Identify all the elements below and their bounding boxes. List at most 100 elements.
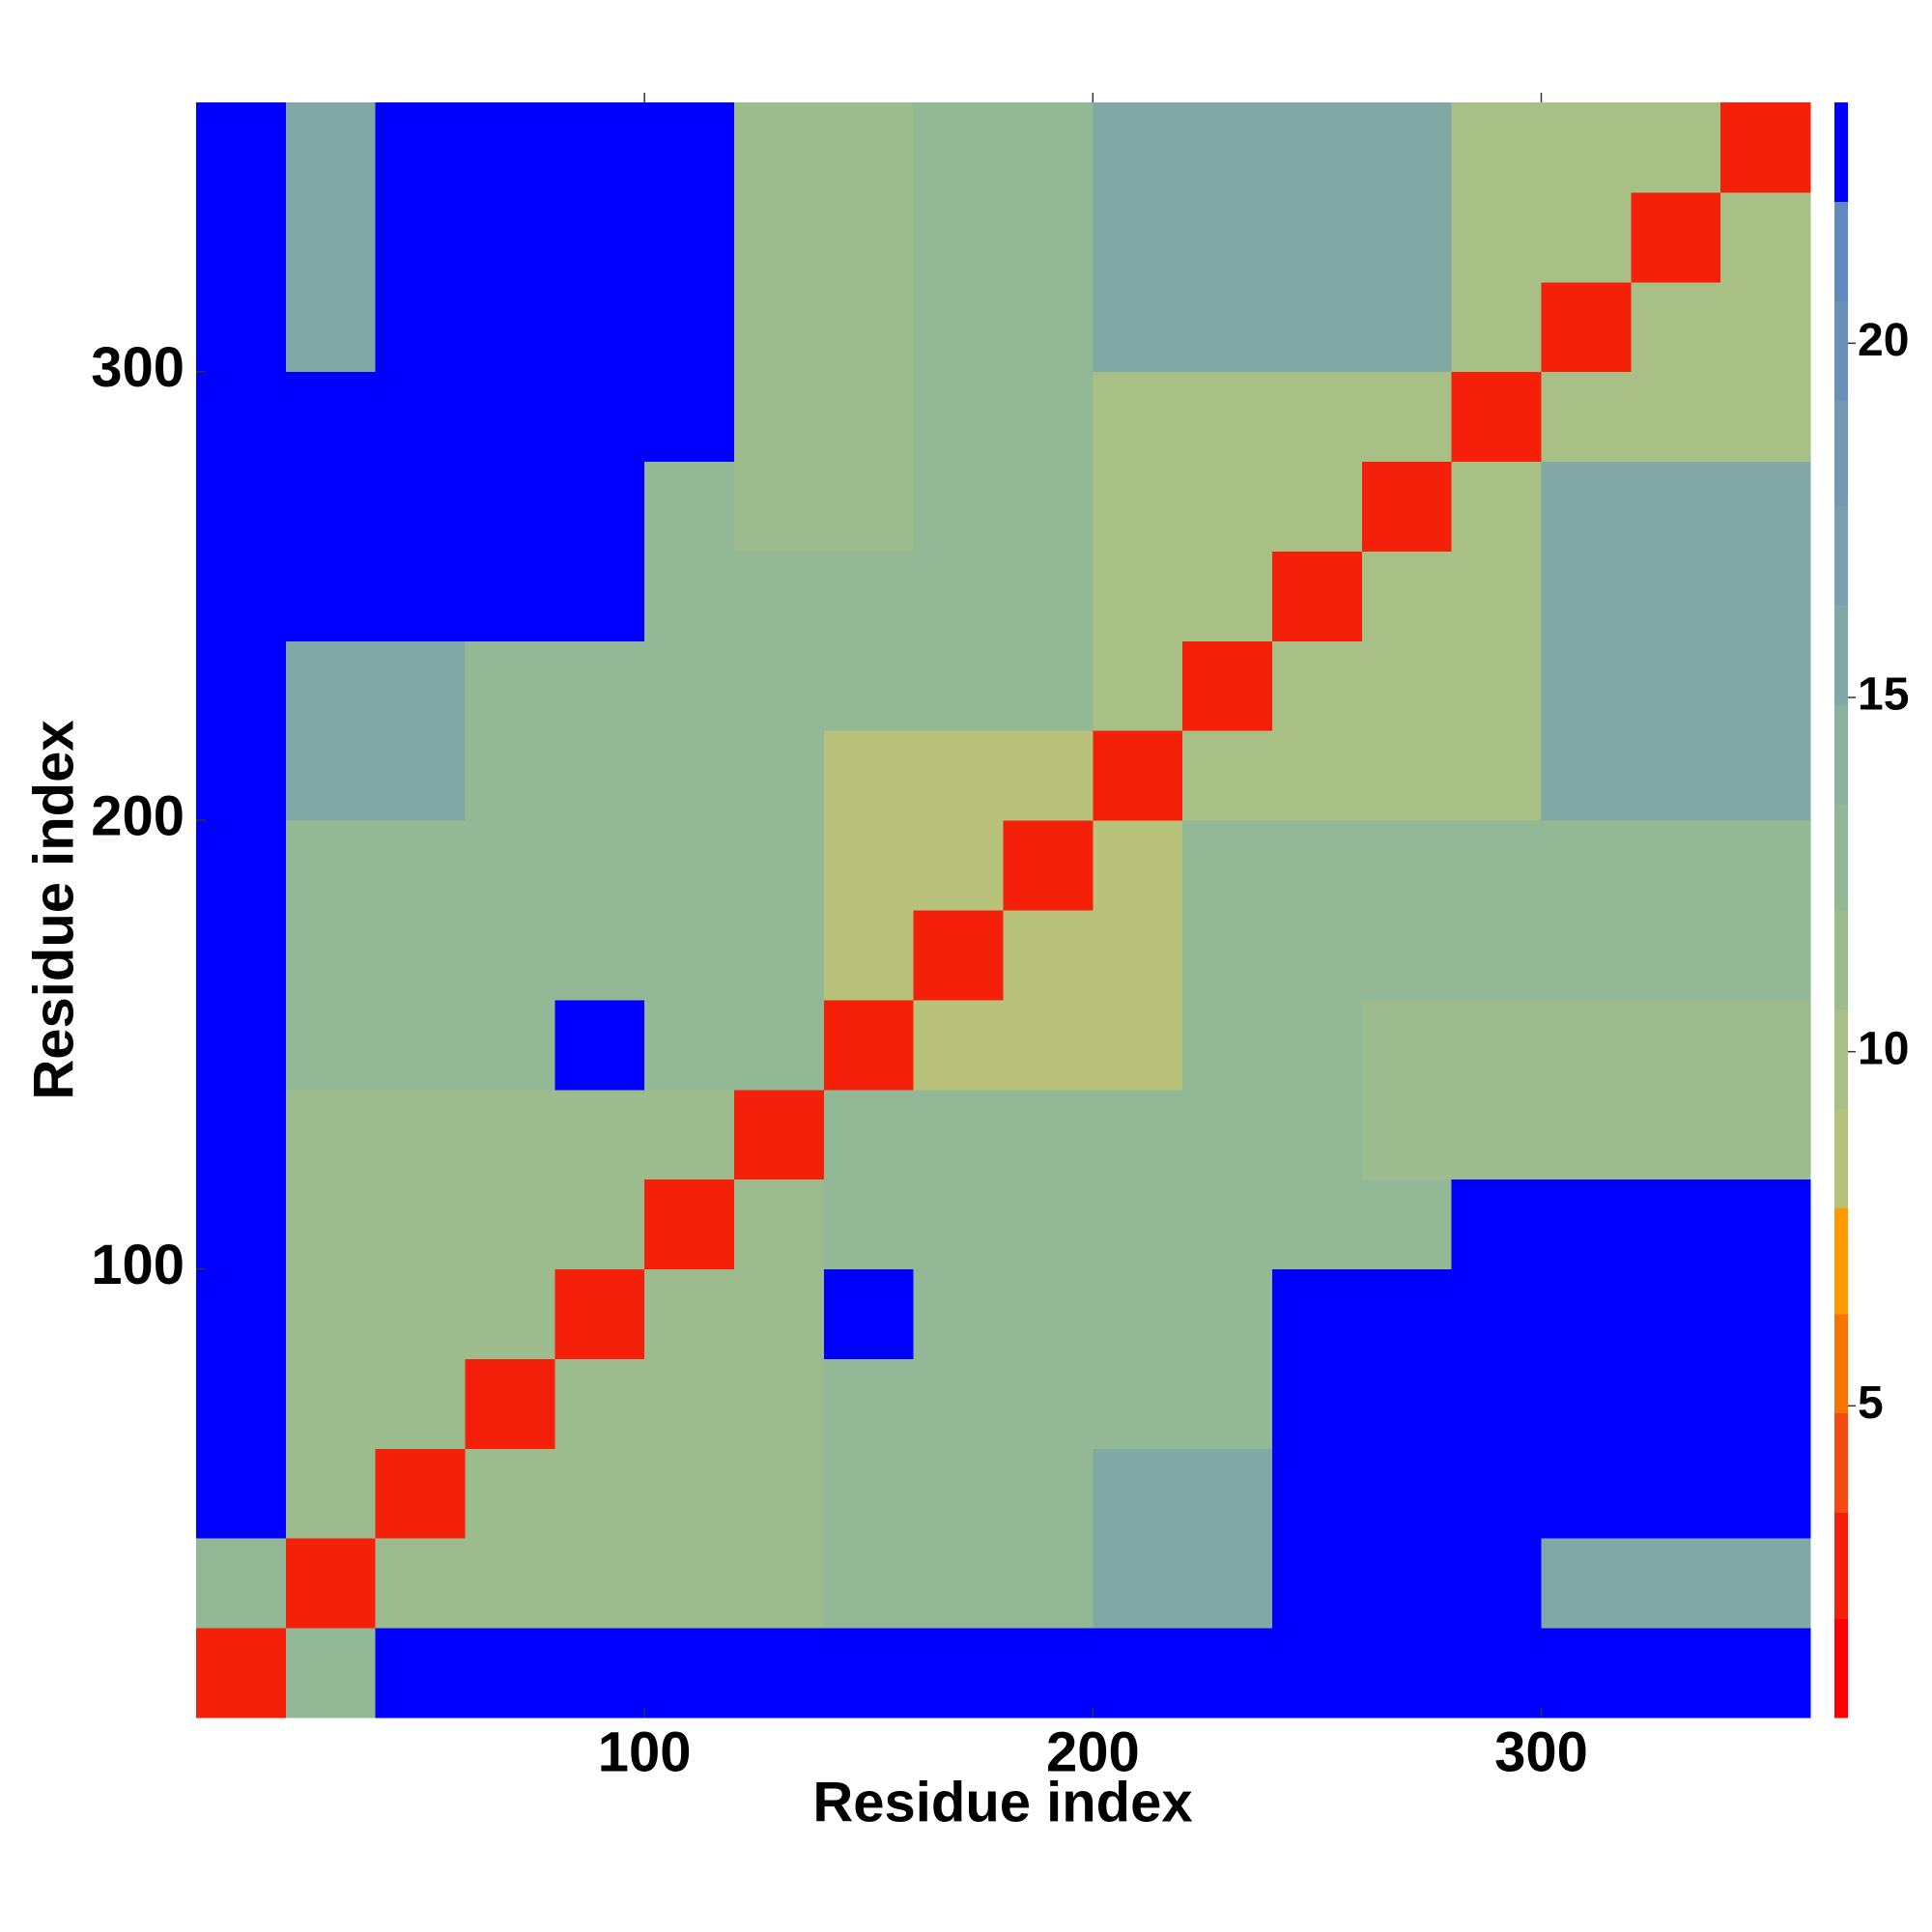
heatmap-cell bbox=[1093, 999, 1183, 1091]
heatmap-cell bbox=[196, 730, 287, 821]
heatmap-cell bbox=[913, 1089, 1004, 1180]
colorbar-band bbox=[1834, 1412, 1848, 1513]
heatmap-cell bbox=[913, 1358, 1004, 1449]
heatmap-cell bbox=[465, 102, 555, 193]
heatmap-cell bbox=[196, 461, 287, 552]
colorbar-band bbox=[1834, 1314, 1848, 1414]
heatmap-cell bbox=[375, 1268, 466, 1359]
heatmap-cell bbox=[1093, 1358, 1183, 1449]
heatmap-cell bbox=[1361, 1089, 1453, 1180]
heatmap-cell bbox=[644, 999, 735, 1091]
heatmap-cell bbox=[1361, 1628, 1453, 1719]
heatmap-cell bbox=[823, 1538, 915, 1629]
heatmap-cell bbox=[913, 1538, 1004, 1629]
heatmap-cell bbox=[1093, 1538, 1183, 1629]
heatmap-cell bbox=[1631, 730, 1721, 821]
x-tick-label: 200 bbox=[1046, 1720, 1140, 1783]
heatmap-cell bbox=[734, 1268, 825, 1359]
colorbar-tick-label: 5 bbox=[1858, 1378, 1884, 1429]
heatmap-cell bbox=[913, 1179, 1004, 1270]
heatmap-cell bbox=[285, 1448, 377, 1539]
colorbar-tick-label: 15 bbox=[1858, 669, 1909, 721]
heatmap-cell bbox=[1182, 910, 1273, 1001]
heatmap-cell bbox=[465, 461, 555, 552]
heatmap-cell bbox=[644, 1448, 735, 1539]
heatmap-cell bbox=[196, 551, 287, 641]
heatmap-cell bbox=[1451, 910, 1542, 1001]
heatmap-cell bbox=[554, 820, 645, 911]
heatmap-cell bbox=[196, 1089, 287, 1180]
heatmap-cell bbox=[734, 1538, 825, 1629]
heatmap-cell bbox=[734, 1628, 825, 1719]
heatmap-cell bbox=[1451, 1089, 1542, 1180]
heatmap-cell bbox=[1182, 1268, 1273, 1359]
heatmap-cell bbox=[1182, 1179, 1273, 1270]
heatmap-cell bbox=[1272, 999, 1363, 1091]
heatmap-cell bbox=[823, 1179, 915, 1270]
heatmap-cell bbox=[196, 191, 287, 283]
heatmap-cell bbox=[1541, 371, 1632, 463]
x-axis-title: Residue index bbox=[812, 1771, 1192, 1833]
heatmap-cell bbox=[465, 999, 555, 1091]
heatmap-cell bbox=[1003, 1628, 1094, 1719]
heatmap-cell bbox=[734, 999, 825, 1091]
heatmap-cell bbox=[554, 1179, 645, 1270]
heatmap-cell bbox=[644, 640, 735, 731]
colorbar-band bbox=[1834, 1208, 1848, 1315]
heatmap-cell bbox=[1361, 1448, 1453, 1539]
heatmap-cell bbox=[465, 371, 555, 463]
heatmap-cell bbox=[1272, 371, 1363, 463]
heatmap-cell bbox=[285, 1089, 377, 1180]
heatmap-cell bbox=[285, 102, 377, 193]
heatmap-cell bbox=[375, 999, 466, 1091]
heatmap-cell bbox=[1003, 191, 1094, 283]
heatmap-cell bbox=[1720, 551, 1811, 641]
heatmap-cell bbox=[823, 461, 915, 552]
heatmap-cell bbox=[1631, 1538, 1721, 1629]
heatmap-cell bbox=[375, 371, 466, 463]
heatmap-cell bbox=[285, 730, 377, 821]
heatmap-cell bbox=[913, 281, 1004, 373]
heatmap-cell bbox=[1272, 1448, 1363, 1539]
heatmap-cell bbox=[1272, 1538, 1363, 1629]
heatmap-cell bbox=[465, 640, 555, 731]
heatmap-cell bbox=[1451, 191, 1542, 283]
heatmap-cell bbox=[1631, 640, 1721, 731]
heatmap-cell bbox=[1541, 1358, 1632, 1449]
heatmap-cell bbox=[465, 820, 555, 911]
y-tick-label: 100 bbox=[91, 1234, 185, 1296]
heatmap-cell bbox=[285, 371, 377, 463]
heatmap-cell bbox=[375, 191, 466, 283]
heatmap-cell bbox=[913, 999, 1004, 1091]
heatmap-cell bbox=[375, 1179, 466, 1270]
heatmap-cell bbox=[1451, 1179, 1542, 1270]
heatmap-cell bbox=[1451, 461, 1542, 552]
heatmap-cell bbox=[1361, 1538, 1453, 1629]
heatmap-cell bbox=[1541, 1268, 1632, 1359]
heatmap-cell bbox=[1003, 371, 1094, 463]
heatmap-cell bbox=[913, 640, 1004, 731]
heatmap-cell bbox=[1003, 1538, 1094, 1629]
heatmap-cell bbox=[644, 730, 735, 821]
heatmap-cell bbox=[734, 551, 825, 641]
y-axis-title: Residue index bbox=[22, 720, 85, 1099]
heatmap-cell bbox=[196, 1628, 287, 1719]
heatmap-cell bbox=[913, 730, 1004, 821]
heatmap-cell bbox=[644, 191, 735, 283]
heatmap-cell bbox=[734, 730, 825, 821]
heatmap-cell bbox=[554, 281, 645, 373]
y-tick-label: 200 bbox=[91, 784, 185, 847]
heatmap-cell bbox=[823, 191, 915, 283]
heatmap-cell bbox=[1272, 1628, 1363, 1719]
heatmap-cell bbox=[1361, 281, 1453, 373]
heatmap-cell bbox=[375, 281, 466, 373]
heatmap-cell bbox=[1182, 1538, 1273, 1629]
heatmap-cell bbox=[1451, 820, 1542, 911]
heatmap-cell bbox=[285, 1268, 377, 1359]
heatmap-cell bbox=[196, 999, 287, 1091]
heatmap-cell bbox=[1093, 461, 1183, 552]
heatmap-cell bbox=[1093, 1179, 1183, 1270]
heatmap-cell bbox=[644, 1538, 735, 1629]
heatmap-cell bbox=[913, 371, 1004, 463]
heatmap-cell bbox=[196, 910, 287, 1001]
